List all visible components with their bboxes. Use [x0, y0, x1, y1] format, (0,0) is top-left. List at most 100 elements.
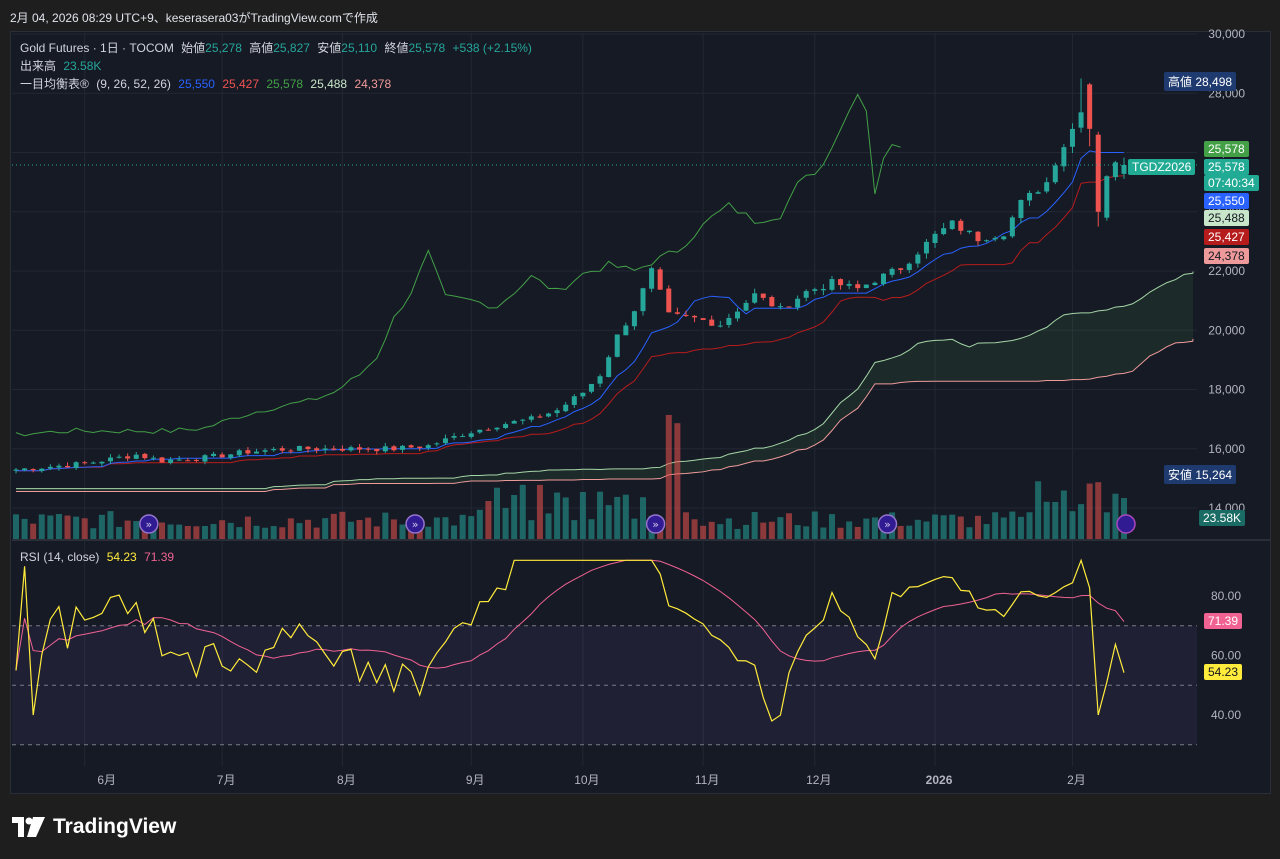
volume-bar[interactable] [803, 526, 810, 539]
volume-bar[interactable] [1078, 504, 1085, 539]
volume-bar[interactable] [923, 521, 930, 539]
chart-frame[interactable] [10, 31, 1271, 794]
volume-bar[interactable] [476, 509, 483, 539]
candle[interactable] [56, 465, 62, 468]
candle[interactable] [1095, 134, 1101, 212]
candle[interactable] [382, 446, 388, 452]
candle[interactable] [322, 448, 328, 450]
volume-bar[interactable] [116, 526, 123, 539]
candle[interactable] [417, 446, 423, 449]
volume-bar[interactable] [725, 518, 732, 539]
candle[interactable] [176, 459, 182, 461]
volume-bar[interactable] [339, 511, 346, 539]
volume-bar[interactable] [682, 512, 689, 539]
candle[interactable] [219, 454, 225, 458]
candle[interactable] [442, 438, 448, 444]
volume-bar[interactable] [1043, 501, 1050, 539]
event-marker-icon[interactable] [645, 514, 666, 534]
candle[interactable] [1104, 176, 1110, 218]
volume-bar[interactable] [794, 525, 801, 539]
volume-bar[interactable] [210, 524, 217, 539]
volume-bar[interactable] [244, 516, 251, 539]
candle[interactable] [777, 306, 783, 308]
candle[interactable] [881, 273, 887, 285]
rsi-value-tag[interactable]: 54.23 [1204, 664, 1243, 680]
volume-bar[interactable] [691, 519, 698, 539]
candle[interactable] [528, 416, 534, 420]
volume-bar[interactable] [949, 514, 956, 539]
candle[interactable] [125, 456, 131, 459]
candle[interactable] [296, 445, 302, 451]
candle[interactable] [812, 289, 818, 291]
volume-bar[interactable] [21, 518, 28, 539]
candle[interactable] [889, 268, 895, 275]
candle[interactable] [202, 455, 208, 462]
volume-bar[interactable] [1009, 511, 1016, 539]
volume-bar[interactable] [897, 525, 904, 539]
candle[interactable] [90, 462, 96, 464]
candle[interactable] [666, 288, 672, 313]
candle[interactable] [863, 284, 869, 289]
candle[interactable] [992, 237, 998, 240]
volume-bar[interactable] [382, 512, 389, 539]
earnings-marker-icon[interactable] [1116, 514, 1136, 534]
candle[interactable] [820, 288, 826, 291]
candle[interactable] [400, 445, 406, 450]
candle[interactable] [829, 279, 835, 290]
volume-bar[interactable] [90, 528, 97, 539]
volume-bar[interactable] [193, 526, 200, 539]
candle[interactable] [932, 233, 938, 243]
candle[interactable] [520, 419, 526, 421]
legend-volume-label[interactable]: 出来高 [20, 59, 57, 73]
volume-bar[interactable] [983, 524, 990, 539]
candle[interactable] [631, 311, 637, 327]
volume-bar[interactable] [425, 526, 432, 539]
volume-bar[interactable] [828, 514, 835, 539]
volume-bar[interactable] [270, 526, 277, 539]
candle[interactable] [683, 314, 689, 316]
symbol-tag[interactable]: TGDZ2026 [1128, 159, 1196, 175]
volume-bar[interactable] [493, 487, 500, 539]
candle[interactable] [949, 220, 955, 229]
candle[interactable] [657, 269, 663, 290]
candle[interactable] [460, 436, 466, 438]
candle[interactable] [159, 457, 165, 463]
candle[interactable] [640, 288, 646, 312]
candle[interactable] [288, 450, 294, 452]
candle[interactable] [365, 448, 371, 450]
volume-bar[interactable] [974, 515, 981, 539]
volume-bar[interactable] [940, 515, 947, 539]
volume-bar[interactable] [287, 518, 294, 539]
candle[interactable] [606, 357, 612, 378]
candle[interactable] [47, 466, 53, 469]
candle[interactable] [1001, 236, 1007, 240]
candle[interactable] [966, 230, 972, 233]
candle[interactable] [262, 450, 268, 452]
volume-bar[interactable] [1035, 481, 1042, 539]
volume-bar[interactable] [760, 522, 767, 539]
volume-bar[interactable] [640, 497, 647, 539]
candle[interactable] [425, 445, 431, 448]
volume-bar[interactable] [433, 517, 440, 539]
candle[interactable] [614, 334, 620, 357]
volume-bar[interactable] [751, 511, 758, 539]
tradingview-logo[interactable]: TradingView [12, 815, 176, 839]
price-tag[interactable]: 07:40:34 [1204, 175, 1259, 191]
volume-bar[interactable] [528, 520, 535, 539]
candle[interactable] [984, 240, 990, 242]
candle[interactable] [150, 457, 156, 459]
candle[interactable] [709, 319, 715, 326]
volume-bar[interactable] [468, 516, 475, 539]
volume-bar[interactable] [717, 524, 724, 539]
candle[interactable] [65, 465, 71, 468]
candle[interactable] [597, 376, 603, 384]
volume-bar[interactable] [966, 527, 973, 539]
volume-bar[interactable] [545, 513, 552, 539]
candle[interactable] [906, 263, 912, 271]
candle[interactable] [22, 468, 28, 471]
volume-bar[interactable] [373, 526, 380, 539]
rsi-ma-tag[interactable]: 71.39 [1204, 613, 1243, 629]
candle[interactable] [563, 404, 569, 412]
volume-bar[interactable] [932, 514, 939, 539]
